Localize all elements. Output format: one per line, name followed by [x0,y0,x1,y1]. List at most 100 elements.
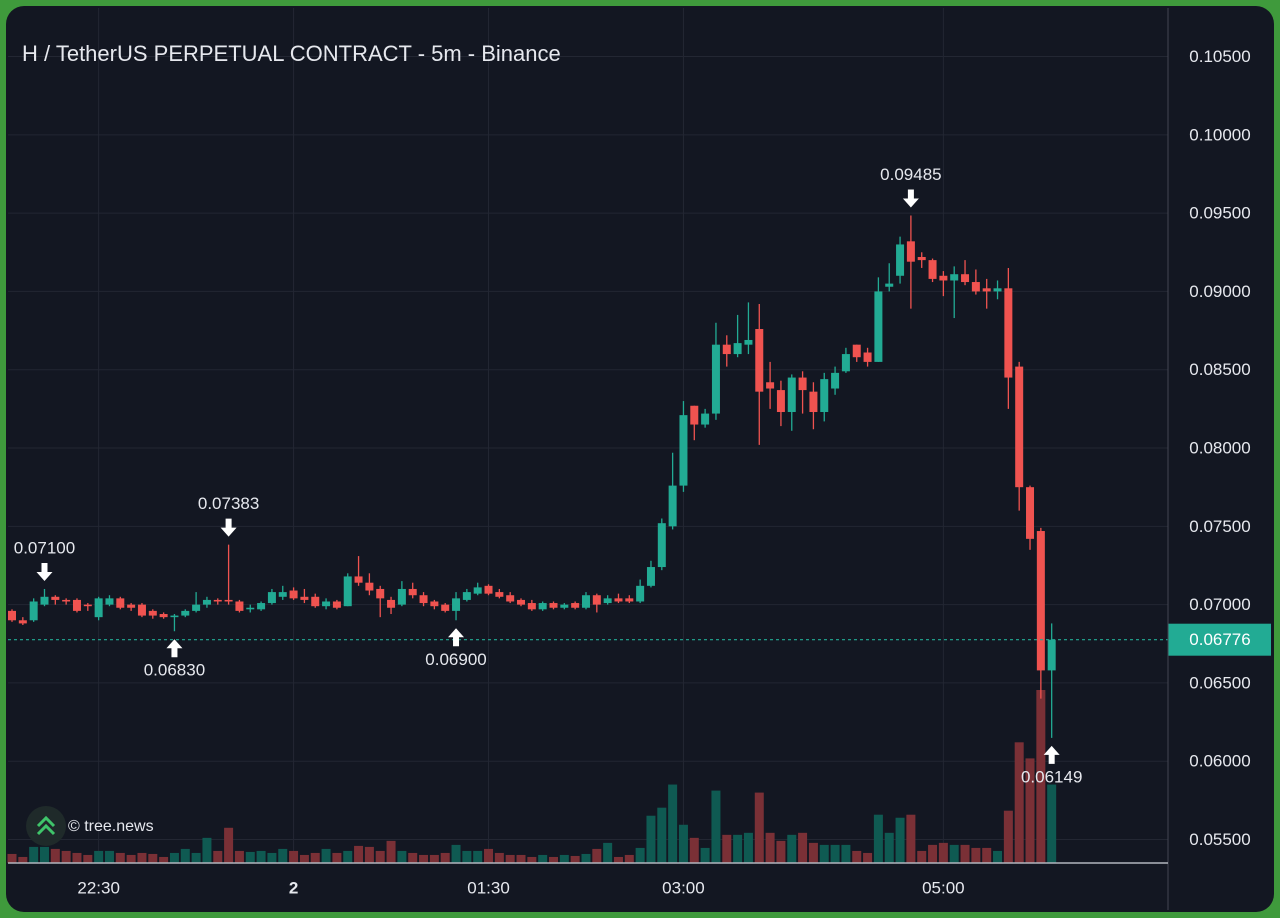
volume-bar [7,853,17,863]
x-tick-label: 22:30 [77,878,120,897]
volume-bar [256,850,266,863]
volume-bar [1036,690,1046,863]
candle-body [29,601,38,621]
volume-bar [624,854,634,863]
volume-bar [928,844,938,863]
logo-icon [36,815,56,836]
candle-body [874,291,883,362]
volume-bar [213,850,223,863]
candle-body [192,604,201,611]
volume-bar [429,854,439,863]
y-tick-label: 0.08000 [1189,439,1250,458]
volume-bar [960,844,970,863]
candle-body [668,485,677,527]
volume-bar [104,850,114,863]
candle-body [766,382,775,389]
y-tick-label: 0.06500 [1189,673,1250,692]
candle-body [711,344,720,414]
volume-bar [419,854,429,863]
candle-body [961,274,970,283]
volume-bar [202,837,212,863]
candle-body [560,604,569,608]
candle-body [690,405,699,425]
volume-bar [494,852,504,863]
candle-body [950,274,959,281]
annotation-label: 0.07100 [14,538,75,557]
y-tick-label: 0.07000 [1189,595,1250,614]
candle-body [928,260,937,279]
candle-body [527,603,536,610]
candle-body [776,390,785,413]
last-price-label: 0.06776 [1189,630,1250,649]
candle-body [993,288,1002,292]
candle-body [181,610,190,616]
candle-body [733,343,742,355]
volume-bar [397,850,407,863]
candle-body [744,339,753,345]
volume-bar [83,854,93,863]
candle-body [982,288,991,292]
volume-bar [180,848,190,863]
volume-bar [808,842,818,863]
candle-body [300,596,309,600]
volume-bar [570,855,580,863]
volume-bar [61,850,71,863]
volume-bar [289,850,299,863]
candle-body [289,590,298,599]
candle-body [798,377,807,391]
arrow-down [220,518,237,537]
volume-bar [949,844,959,863]
candle-body [722,344,731,355]
candle-body [235,601,244,611]
volume-bar [635,847,645,863]
volume-bar [938,842,948,863]
annotation-label: 0.07383 [198,494,259,513]
volume-bar [559,854,569,863]
candle-body [8,610,16,621]
volume-bar [581,853,591,863]
annotation-label: 0.09485 [880,165,941,184]
volume-bar [646,815,656,863]
candle-body [213,599,222,602]
candle-body [1036,531,1045,671]
volume-bar [993,850,1003,863]
candle-body [625,598,634,602]
candle-body [787,377,796,413]
grid [8,8,1168,863]
candle-body [441,604,450,611]
volume-bar [115,852,125,863]
candle-body [603,598,612,604]
volume-bar [819,844,829,863]
volume-bar [841,844,851,863]
candle-body [376,588,385,599]
last-price-box [1168,623,1271,656]
volume-bar [462,850,472,863]
candle-body [224,599,233,602]
candle-body [127,604,136,608]
volume-bar [516,854,526,863]
volume-bar [765,832,775,863]
volume-bar [873,814,883,863]
volume-bar [375,850,385,863]
candle-body [419,595,428,604]
watermark: © tree.news [68,818,154,835]
arrow-up [166,639,183,658]
volume-bar [234,850,244,863]
volume-bar [484,848,494,863]
volume-bar [538,854,548,863]
volume-bar [267,852,277,863]
candle-body [462,592,471,600]
volume-bar [678,824,688,863]
volume-bar [451,844,461,863]
candle-body [495,592,504,597]
volume-bar [245,851,255,863]
candle-body [841,354,850,372]
candle-body [159,614,168,618]
volume-bar [224,827,234,863]
volume-bar [787,834,797,863]
y-tick-label: 0.09000 [1189,282,1250,301]
volume-bar [321,848,331,863]
x-tick-label: 01:30 [467,878,510,897]
